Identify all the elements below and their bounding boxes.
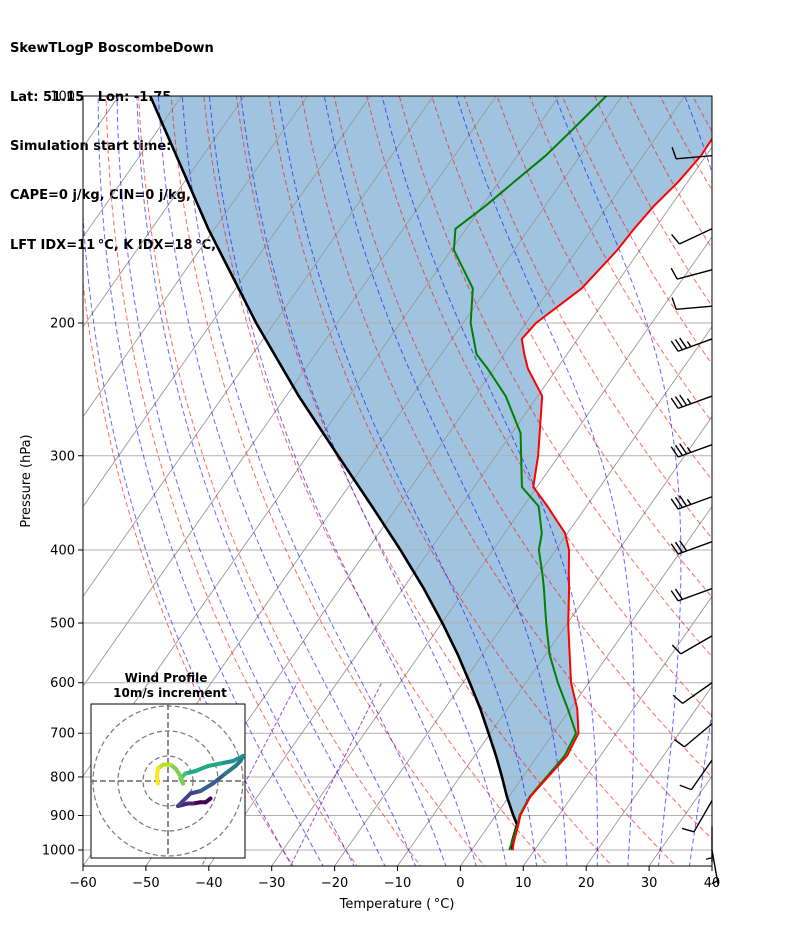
dry-adiabat-line xyxy=(138,96,422,866)
wind-barb xyxy=(672,682,713,704)
isotherm-line xyxy=(768,61,794,875)
dry-adiabat-line xyxy=(83,278,294,866)
x-tick-label: 10 xyxy=(515,876,532,891)
y-tick-label: 200 xyxy=(50,316,75,331)
dry-adiabat-line xyxy=(170,96,486,866)
wind-barb xyxy=(670,267,713,280)
dry-adiabat-line xyxy=(529,96,712,423)
wind-barb xyxy=(670,495,713,510)
y-tick-label: 500 xyxy=(50,617,75,632)
x-tick-label: −10 xyxy=(384,876,411,891)
dry-adiabat-line xyxy=(203,96,549,866)
moist-adiabat-line xyxy=(684,96,712,866)
dry-adiabat-line xyxy=(235,96,613,866)
hodograph-segment xyxy=(206,761,223,768)
isotherm-line xyxy=(0,61,80,875)
x-tick-label: 30 xyxy=(641,876,658,891)
wind-barb xyxy=(671,228,713,245)
dry-adiabat-line xyxy=(268,96,677,866)
moist-adiabat-line xyxy=(719,96,794,875)
parcel-profile-line xyxy=(149,96,519,851)
moist-adiabat-line xyxy=(323,96,568,866)
isotherm-line xyxy=(83,96,371,508)
x-tick-label: −60 xyxy=(69,876,96,891)
dry-adiabat-line xyxy=(738,62,794,876)
y-tick-label: 300 xyxy=(50,449,75,464)
dry-adiabat-line xyxy=(706,62,794,876)
hodograph-segment xyxy=(154,774,160,786)
moist-adiabat-line xyxy=(456,96,635,866)
wind-barb xyxy=(671,297,713,311)
dry-adiabat-line xyxy=(398,96,712,658)
dewpoint-line xyxy=(452,96,607,851)
dry-adiabat-line xyxy=(333,96,712,779)
moist-adiabat-line xyxy=(157,96,417,866)
x-tick-label: 20 xyxy=(578,876,595,891)
isotherm-line xyxy=(271,236,712,866)
x-tick-label: −40 xyxy=(195,876,222,891)
isotherm-line xyxy=(208,146,712,866)
x-axis-label: Temperature ( °C) xyxy=(339,897,455,912)
x-tick-label: 40 xyxy=(704,876,721,891)
wind-barb xyxy=(670,394,713,410)
wind-barb xyxy=(671,146,713,160)
isotherm-line xyxy=(522,595,712,866)
x-tick-label: −20 xyxy=(321,876,348,891)
y-tick-label: 900 xyxy=(50,809,75,824)
y-tick-label: 800 xyxy=(50,770,75,785)
x-tick-label: −50 xyxy=(132,876,159,891)
y-tick-label: 700 xyxy=(50,727,75,742)
hodograph-segment xyxy=(218,759,235,766)
dry-adiabat-line xyxy=(770,62,794,876)
mixing-ratio-line xyxy=(290,682,383,866)
moist-adiabat-line xyxy=(181,96,447,866)
inset-title: Wind Profile xyxy=(125,671,208,685)
moist-adiabat-line xyxy=(116,96,355,866)
wind-barb xyxy=(671,635,713,655)
parcel-area-fill xyxy=(150,96,712,850)
chart-title: SkewTLogP BoscombeDown xyxy=(10,40,214,56)
isotherm-line xyxy=(396,415,712,866)
moist-adiabat-line xyxy=(208,96,477,866)
isotherm-line xyxy=(0,61,17,875)
hodograph-segment xyxy=(193,764,210,773)
inset-subtitle: 10m/s increment xyxy=(113,686,227,700)
moist-adiabat-line xyxy=(136,96,386,866)
wind-barb xyxy=(670,540,713,555)
wind-barb xyxy=(705,826,713,863)
y-tick-label: 400 xyxy=(50,543,75,558)
wind-barb xyxy=(673,723,713,748)
y-tick-label: 1000 xyxy=(42,844,75,859)
temperature-line xyxy=(511,137,712,851)
y-tick-label: 100 xyxy=(50,90,75,105)
wind-barb xyxy=(681,800,713,833)
moist-adiabat-line xyxy=(277,96,538,866)
isotherm-line xyxy=(83,96,497,688)
isotherm-line xyxy=(83,96,246,328)
wind-barb xyxy=(679,759,713,791)
wind-barb xyxy=(670,443,713,458)
y-tick-label: 600 xyxy=(50,676,75,691)
y-axis-label: Pressure (hPa) xyxy=(19,434,34,527)
isotherm-line xyxy=(711,865,712,866)
isotherm-line xyxy=(459,505,712,866)
x-tick-label: 0 xyxy=(456,876,464,891)
moist-adiabat-line xyxy=(240,96,507,866)
x-tick-label: −30 xyxy=(258,876,285,891)
wind-barb xyxy=(670,337,713,352)
dry-adiabat-line xyxy=(105,96,358,866)
wind-barb xyxy=(670,587,713,602)
hodograph-segment xyxy=(223,764,238,776)
hodograph-segment xyxy=(198,781,215,793)
isotherm-line xyxy=(83,96,309,418)
wind-barb xyxy=(711,849,719,886)
dry-adiabat-line xyxy=(691,96,712,133)
hodograph-segment xyxy=(211,771,228,786)
dry-adiabat-line xyxy=(366,96,712,718)
